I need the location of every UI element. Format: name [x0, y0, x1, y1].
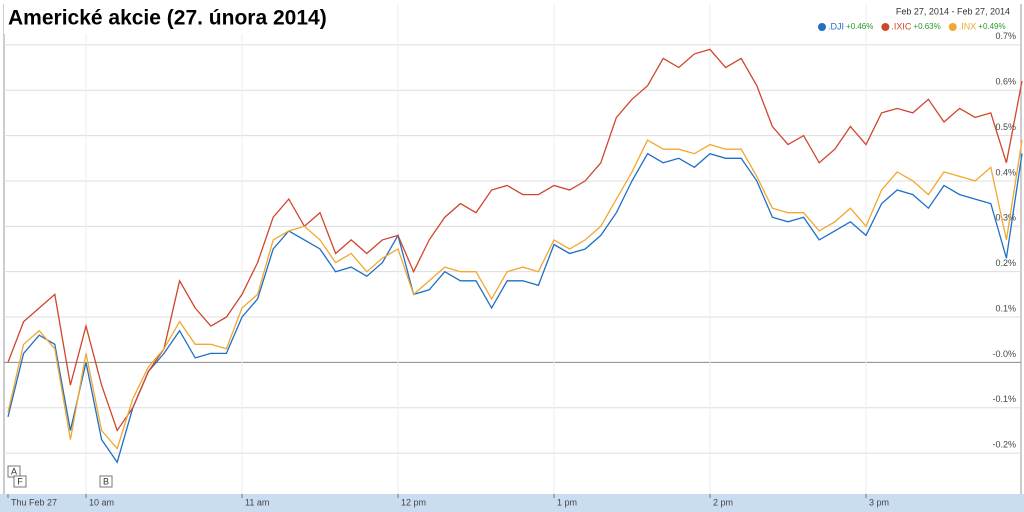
lines — [7, 48, 1023, 464]
legend-marker — [818, 23, 826, 31]
flag-label: F — [17, 476, 23, 486]
flag — [99, 475, 113, 488]
flag-label: A — [11, 466, 17, 476]
series-line — [7, 152, 1023, 464]
x-tick-label: 11 am — [245, 497, 269, 507]
series-line — [7, 48, 1023, 432]
y-tick-label: -0.1% — [992, 394, 1016, 404]
title-backdrop — [4, 4, 344, 34]
legend-name: .IXIC — [891, 21, 912, 31]
x-tick-label: 2 pm — [713, 497, 733, 507]
legend-name: .INX — [959, 21, 977, 31]
legend-change: +0.49% — [978, 22, 1005, 31]
legend-marker — [948, 23, 957, 31]
x-tick-label: 10 am — [89, 497, 114, 507]
y-tick-label: -0.2% — [992, 440, 1016, 450]
x-tick-label: Thu Feb 27 — [11, 497, 57, 507]
x-tick-label: 12 pm — [401, 497, 426, 507]
legend-change: +0.63% — [913, 22, 940, 31]
y-tick-label: 0.5% — [995, 122, 1016, 132]
legend-marker — [881, 23, 890, 31]
y-tick-label: 0.6% — [995, 77, 1016, 87]
legend: .DJI +0.46% .IXIC +0.63% .INX +0.49% — [818, 21, 1006, 31]
annotations: AF B — [7, 465, 113, 488]
y-tick-label: 0.4% — [995, 167, 1016, 177]
y-tick-label: 0.1% — [995, 303, 1016, 313]
y-tick-label: -0.0% — [992, 349, 1016, 359]
y-tick-label: 0.3% — [995, 213, 1016, 223]
legend-change: +0.46% — [846, 22, 873, 31]
chart-title: Americké akcie (27. února 2014) — [8, 7, 327, 30]
flag — [13, 475, 27, 488]
series-line — [7, 139, 1023, 450]
y-tick-label: 0.2% — [995, 258, 1016, 268]
x-axis-strip — [0, 494, 1024, 512]
legend-name: .DJI — [828, 21, 844, 31]
date-range: Feb 27, 2014 - Feb 27, 2014 — [896, 6, 1010, 16]
x-tick-label: 1 pm — [557, 497, 577, 507]
grid: -0.2% -0.1% -0.0% 0.1% 0.2% 0.3% 0.4% 0.5% 0.6% 0… — [4, 4, 1021, 507]
x-tick-label: 3 pm — [869, 497, 889, 507]
y-tick-label: 0.7% — [995, 31, 1016, 41]
flag-label: B — [103, 476, 109, 486]
